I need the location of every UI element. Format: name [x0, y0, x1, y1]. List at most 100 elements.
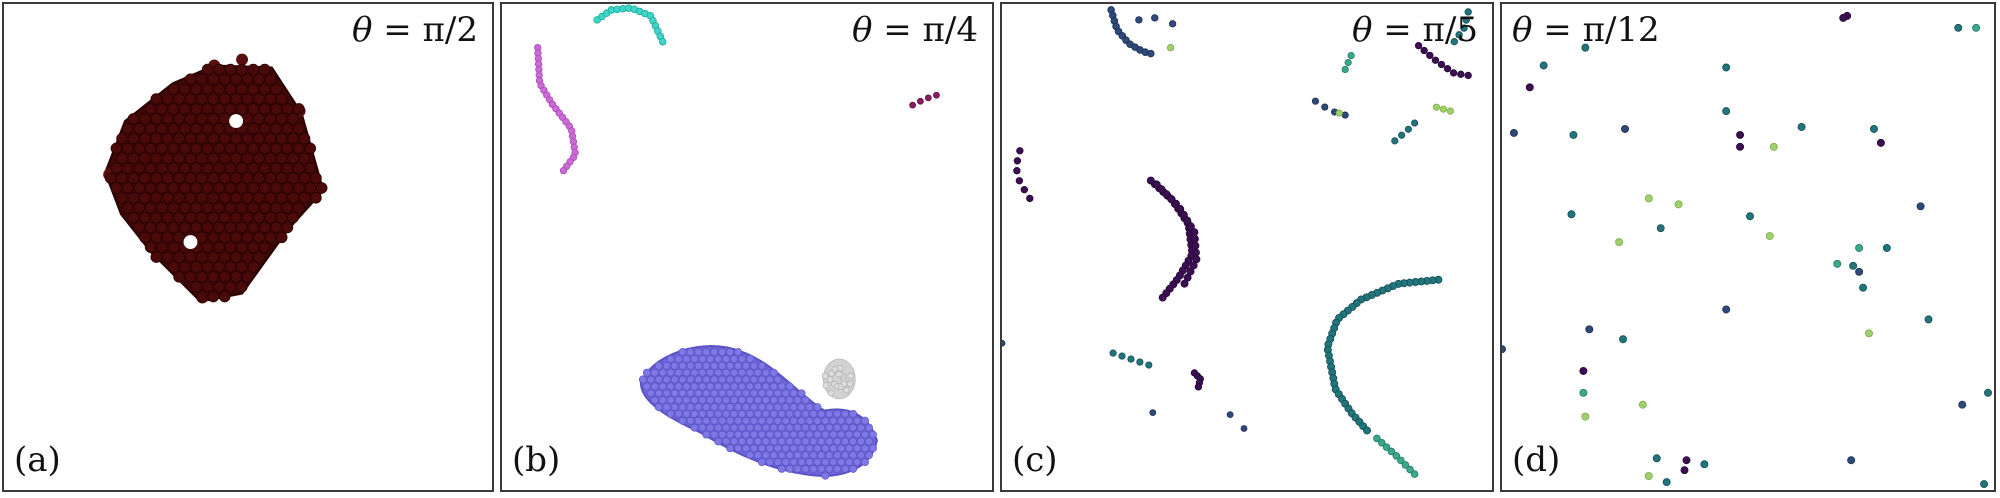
- particle: [702, 403, 711, 412]
- particle: [207, 113, 220, 125]
- particle: [230, 211, 242, 224]
- particle: [714, 382, 723, 391]
- particle: [765, 458, 774, 466]
- particle: [207, 192, 220, 204]
- particle: [1869, 125, 1878, 133]
- particle: [1401, 461, 1410, 469]
- panel-b-large-cluster-particles: [638, 348, 877, 480]
- particle: [765, 375, 774, 384]
- particle: [849, 437, 858, 446]
- particle: [224, 142, 237, 155]
- particle: [167, 162, 180, 174]
- particle: [654, 389, 663, 398]
- particle: [236, 281, 248, 293]
- particle: [247, 142, 260, 155]
- particle: [1615, 238, 1624, 247]
- particle: [179, 201, 191, 214]
- particle: [817, 437, 826, 446]
- particle: [281, 162, 294, 174]
- particle: [722, 368, 731, 377]
- particle: [789, 416, 798, 425]
- panel-a-plot: [103, 53, 328, 304]
- particle: [1015, 177, 1024, 185]
- panel-b-label: (b): [512, 440, 561, 480]
- particle: [1135, 16, 1143, 24]
- particle: [196, 271, 208, 283]
- particle: [224, 103, 237, 115]
- particle: [230, 192, 242, 204]
- particle: [829, 458, 838, 466]
- particle: [253, 152, 265, 165]
- particle: [777, 437, 786, 446]
- panel-b-theta: θ = π/4: [851, 10, 978, 50]
- particle: [686, 389, 695, 398]
- particle: [161, 113, 174, 125]
- particle: [1392, 452, 1401, 460]
- particle: [1539, 61, 1548, 70]
- particle: [777, 464, 786, 473]
- particle: [150, 192, 163, 204]
- particle: [753, 423, 762, 432]
- particle: [1958, 400, 1967, 409]
- particle: [666, 382, 675, 391]
- particle: [761, 451, 770, 460]
- particle: [190, 182, 202, 194]
- particle: [841, 451, 850, 460]
- particle: [738, 396, 747, 405]
- particle: [1183, 216, 1192, 225]
- particle: [241, 132, 254, 145]
- particle: [184, 172, 197, 184]
- particle: [777, 382, 786, 391]
- particle: [184, 152, 197, 165]
- particle: [726, 430, 735, 439]
- particle: [658, 382, 667, 391]
- particle: [139, 113, 151, 125]
- particle: [122, 142, 134, 155]
- particle: [230, 93, 242, 105]
- particle: [304, 142, 317, 155]
- particle: [1398, 131, 1406, 139]
- particle: [738, 368, 747, 377]
- particle: [801, 464, 810, 473]
- particle: [1157, 185, 1166, 194]
- particle: [773, 458, 782, 466]
- particle: [718, 375, 727, 384]
- particle: [797, 444, 806, 453]
- particle: [847, 372, 855, 380]
- particle: [841, 423, 850, 432]
- particle: [909, 101, 917, 109]
- particle: [805, 416, 814, 425]
- particle: [1190, 228, 1199, 237]
- particle: [275, 172, 288, 184]
- particle: [241, 113, 254, 125]
- particle: [801, 423, 810, 432]
- particle: [738, 382, 747, 391]
- particle: [682, 382, 691, 391]
- particle: [104, 172, 117, 184]
- particle: [849, 423, 858, 432]
- particle: [275, 113, 288, 125]
- particle: [757, 375, 766, 384]
- particle: [658, 368, 667, 377]
- particle: [1016, 147, 1024, 155]
- particle: [777, 423, 786, 432]
- particle: [236, 261, 248, 273]
- particle: [167, 201, 180, 214]
- particle: [281, 142, 294, 155]
- particle: [1569, 130, 1578, 139]
- particle: [773, 403, 782, 412]
- particle: [150, 211, 163, 224]
- particle: [1579, 388, 1588, 397]
- particle: [161, 251, 174, 263]
- particle: [281, 201, 294, 214]
- particle: [1321, 103, 1329, 111]
- particle: [144, 182, 157, 194]
- particle: [1585, 325, 1594, 334]
- particle: [298, 172, 311, 184]
- particle: [690, 396, 699, 405]
- particle: [821, 416, 830, 425]
- particle: [853, 444, 862, 453]
- particle: [1378, 439, 1386, 447]
- particle: [253, 192, 265, 204]
- particle: [122, 182, 134, 194]
